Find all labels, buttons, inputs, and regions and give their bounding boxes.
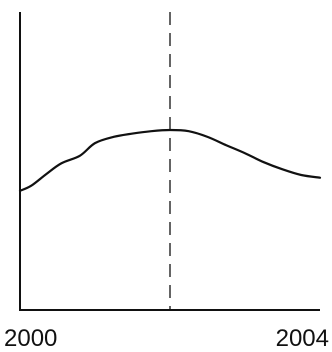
series-line-0 xyxy=(18,128,322,192)
chart-tick-labels: 2000 2004 xyxy=(4,325,329,352)
chart-series xyxy=(18,128,322,192)
chart-axes xyxy=(19,12,320,311)
x-tick-label-start: 2000 xyxy=(4,325,57,352)
x-tick-label-end: 2004 xyxy=(276,325,329,352)
